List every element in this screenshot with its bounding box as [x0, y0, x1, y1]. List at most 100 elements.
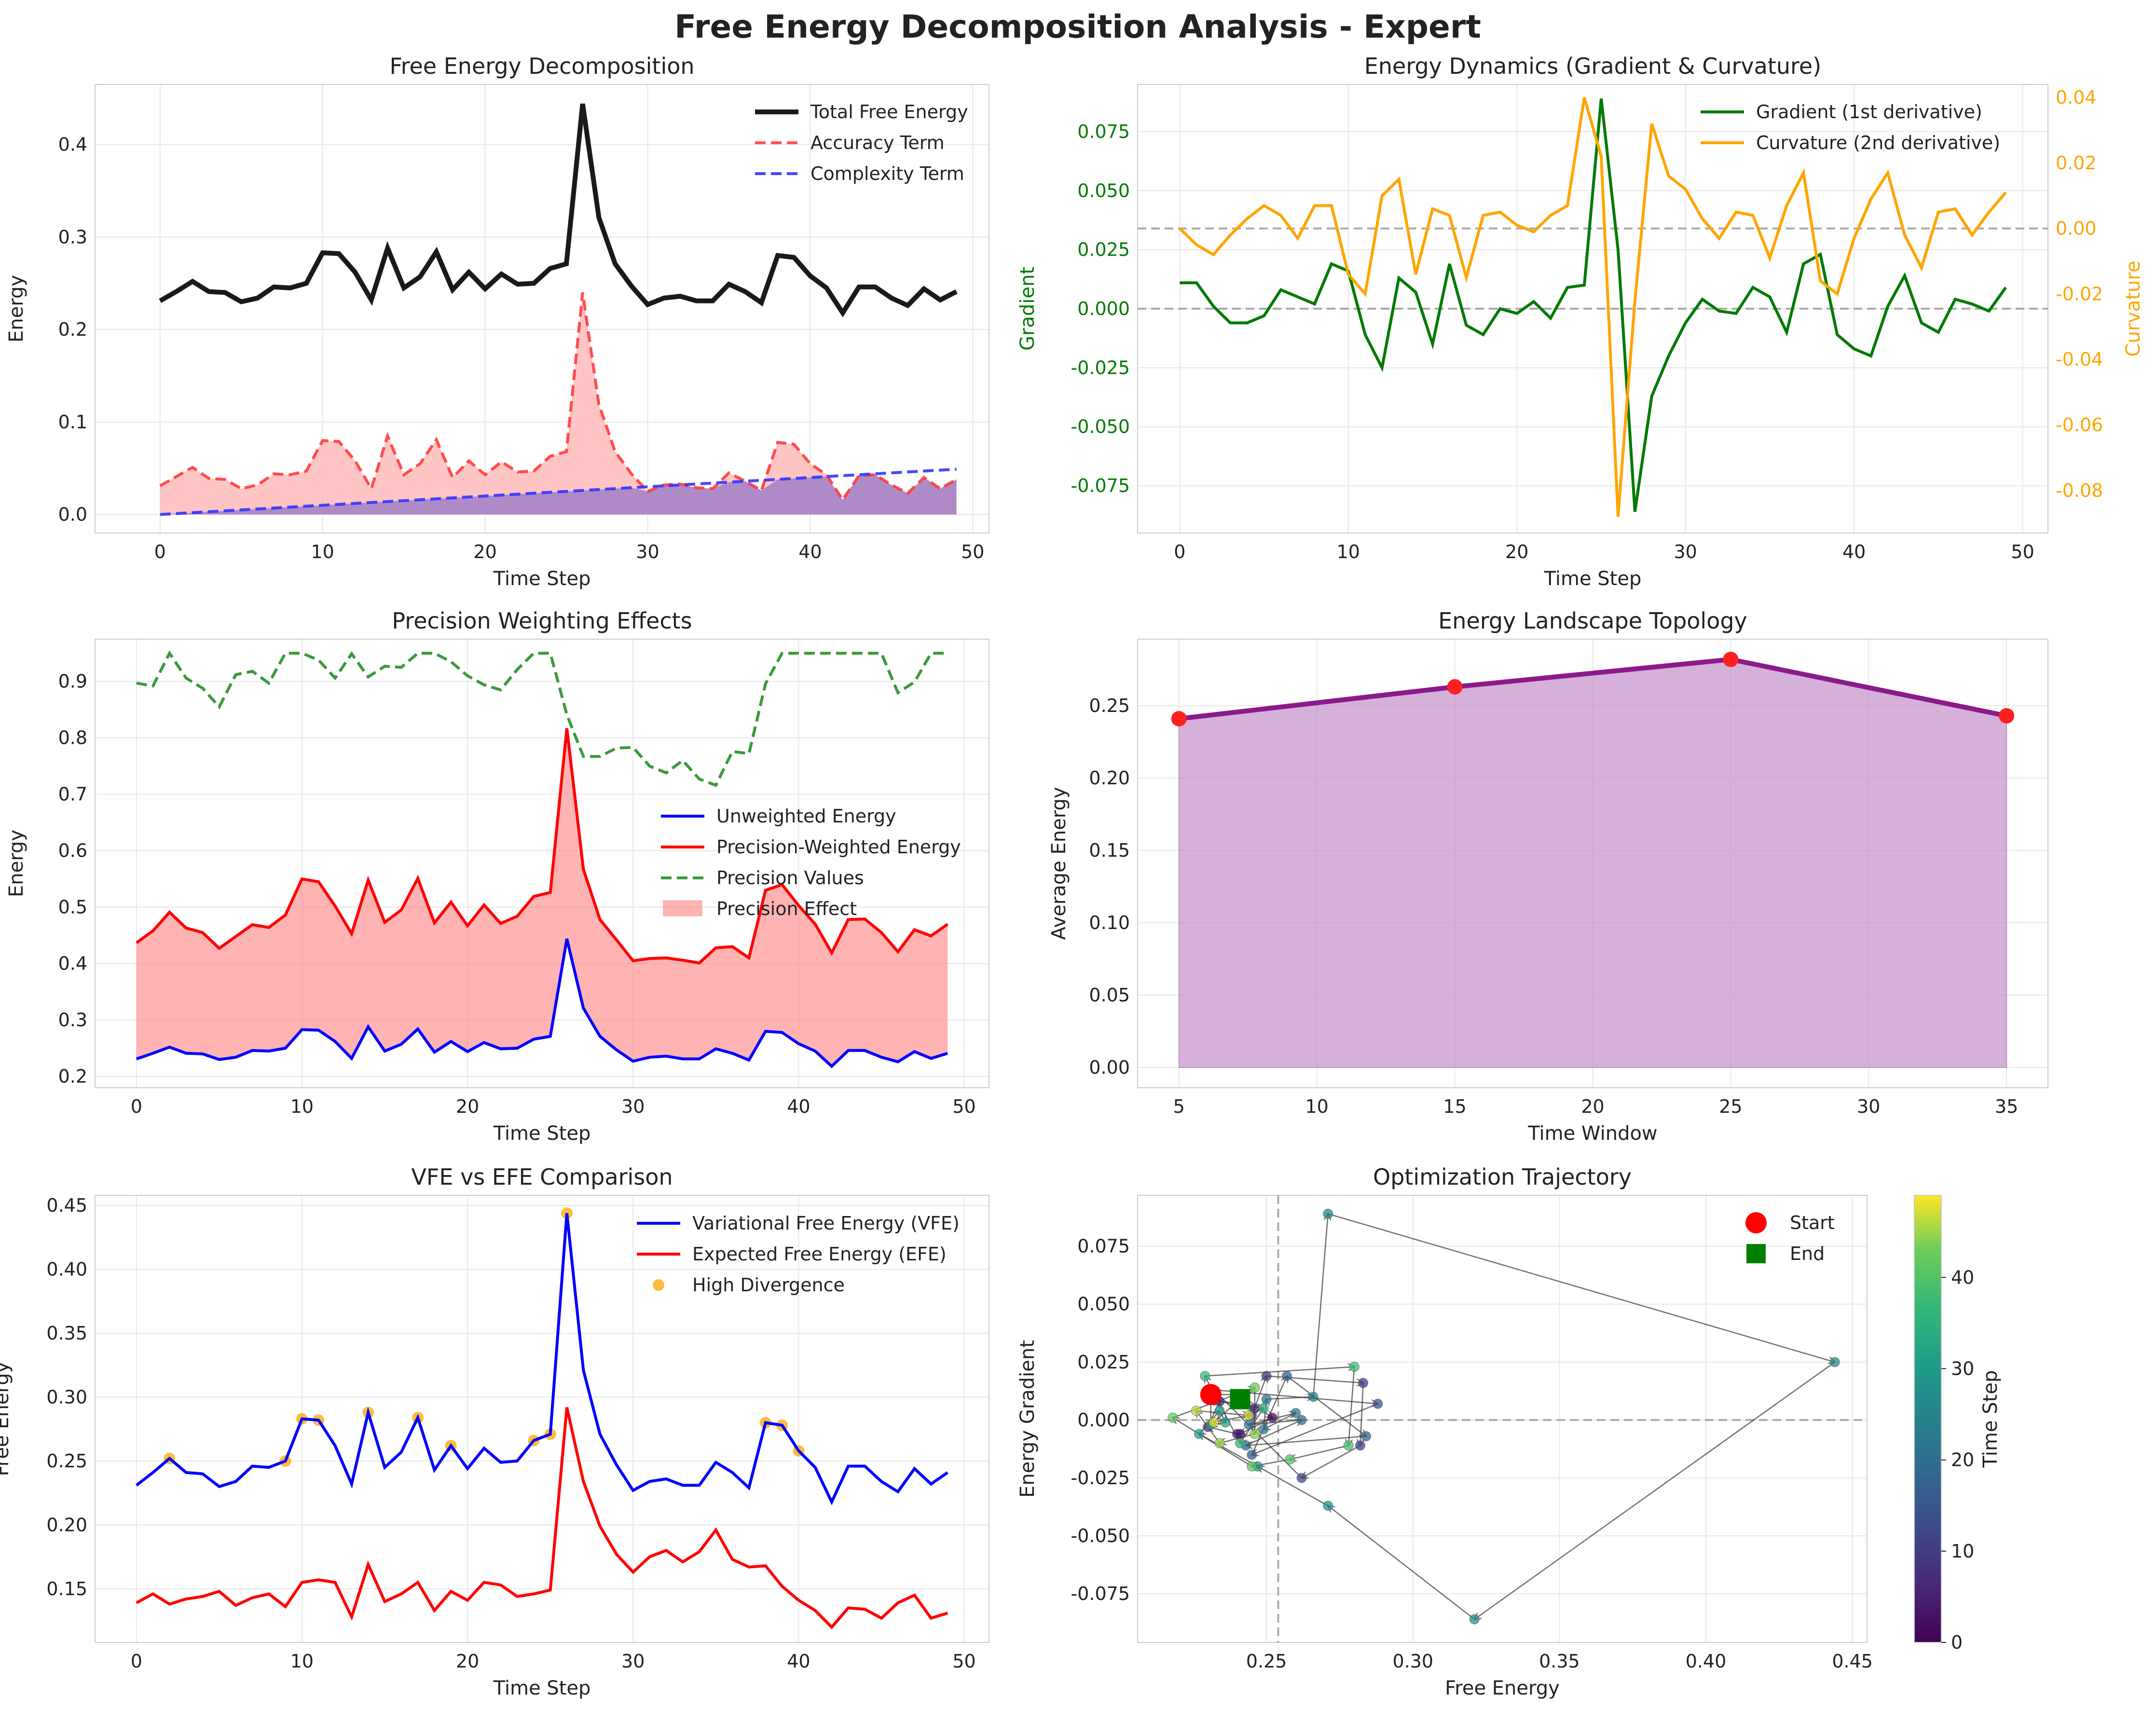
- trajectory-point: [1267, 1412, 1277, 1423]
- y-tick-label: 0.7: [58, 784, 87, 805]
- trajectory-point: [1296, 1415, 1307, 1425]
- x-tick-label: 40: [1842, 541, 1866, 562]
- trajectory-point: [1469, 1614, 1480, 1625]
- y-tick-label: 0.000: [1077, 1409, 1130, 1431]
- y-tick-label: 0.15: [1089, 840, 1130, 861]
- trajectory-arrow: [1290, 1445, 1349, 1460]
- start-marker: [1200, 1384, 1222, 1406]
- accuracy-term-line: [159, 292, 958, 503]
- y-tick-label: 0.4: [58, 134, 87, 155]
- x-tick-label: 15: [1443, 1096, 1466, 1117]
- legend-label: Start: [1790, 1212, 1835, 1233]
- y-tick-label: 0.6: [58, 840, 87, 861]
- y-tick-label: 0.40: [46, 1259, 87, 1280]
- legend-entry: End: [1746, 1243, 1825, 1264]
- y-right-tick-label: 0.00: [2056, 218, 2097, 239]
- complexity-term-line: [160, 467, 957, 516]
- trajectory-point: [1829, 1357, 1840, 1367]
- x-tick-label: 10: [290, 1651, 314, 1672]
- y-tick-label: 0.20: [46, 1514, 87, 1535]
- trajectory-point: [1200, 1371, 1210, 1381]
- trajectory-arrow: [1263, 1412, 1296, 1429]
- x-tick-label: 50: [961, 541, 984, 562]
- trajectory-point: [1214, 1406, 1225, 1416]
- legend: Start End: [1745, 1212, 1835, 1264]
- legend-entry: Start: [1745, 1212, 1835, 1233]
- trajectory-arrow: [1252, 1403, 1378, 1455]
- trajectory-point: [1343, 1440, 1354, 1451]
- colorbar-tick-label: 20: [1951, 1449, 1974, 1471]
- trajectory-point: [1261, 1371, 1272, 1381]
- unweighted-energy-line: [136, 938, 948, 1068]
- x-tick-label: 30: [636, 541, 659, 562]
- panel-title: Precision Weighting Effects: [392, 608, 692, 634]
- trajectory-point: [1308, 1392, 1318, 1402]
- x-tick-label: 40: [787, 1096, 810, 1117]
- legend-label: Unweighted Energy: [716, 806, 896, 827]
- grid: [95, 1195, 989, 1642]
- end-marker: [1230, 1389, 1250, 1409]
- trajectory-point: [1296, 1473, 1307, 1483]
- y-tick-label: 0.0: [58, 504, 87, 525]
- precision-effect-fill: [136, 728, 948, 1066]
- trajectory-arrow: [1214, 1415, 1249, 1422]
- y-right-tick-label: 0.04: [2056, 87, 2097, 108]
- legend-entry: Accuracy Term: [755, 132, 945, 153]
- y-tick-label: 0.10: [1089, 912, 1130, 933]
- trajectory-point: [1323, 1501, 1333, 1511]
- x-tick-label: 0: [131, 1096, 142, 1117]
- legend-label: Total Free Energy: [810, 101, 968, 123]
- trajectory-arrow: [1474, 1361, 1835, 1619]
- x-tick-label: 10: [311, 541, 334, 562]
- x-tick-label: 30: [621, 1096, 645, 1117]
- x-tick-label: 30: [1674, 541, 1697, 562]
- precision-weighted-energy-line: [136, 728, 948, 965]
- y-tick-label: 0.4: [58, 953, 87, 974]
- y-tick-label: 0.20: [1089, 767, 1130, 789]
- trajectory-point: [1282, 1371, 1292, 1381]
- y-tick-label: -0.075: [1071, 1583, 1130, 1604]
- colorbar-label: Time Step: [1979, 1370, 2002, 1468]
- y-tick-label: 0.050: [1077, 180, 1130, 201]
- x-tick-label: 25: [1719, 1096, 1742, 1117]
- trajectory-point: [1214, 1438, 1225, 1449]
- legend-swatch: [1745, 1212, 1767, 1233]
- trajectory-point: [1191, 1406, 1201, 1416]
- y-tick-label: 0.8: [58, 727, 87, 749]
- y-axis-label: Energy: [5, 275, 27, 342]
- panel-optimization-trajectory: 0.25 0.30 0.35 0.40 0.45 -0.075 -0.050 -0.025 0.…: [1016, 1164, 2002, 1699]
- legend-entry: Gradient (1st derivative): [1701, 101, 1982, 123]
- y-right-tick-label: -0.06: [2056, 414, 2103, 436]
- y-axis-label: Average Energy: [1048, 787, 1070, 940]
- y-right-tick-label: 0.02: [2056, 152, 2097, 174]
- trajectory-arrow: [1205, 1367, 1355, 1377]
- panel-free-energy-decomposition: 0 10 20 30 40 50 0.0 0.1 0.2 0.3 0.4 Free Energy De…: [5, 53, 989, 590]
- trajectory-point: [1361, 1431, 1372, 1442]
- y-tick-label: 0.2: [58, 1066, 87, 1087]
- y-tick-label: 0.075: [1077, 121, 1130, 142]
- y-axis-label: Gradient: [1016, 267, 1039, 351]
- y-tick-label: 0.050: [1077, 1294, 1130, 1315]
- x-tick-label: 20: [1505, 541, 1528, 562]
- legend-label: Complexity Term: [810, 163, 964, 184]
- legend-entry: Complexity Term: [755, 163, 964, 184]
- x-axis-label: Time Window: [1527, 1122, 1657, 1145]
- trajectory-arrow: [1266, 1397, 1313, 1399]
- legend-swatch: [1746, 1244, 1766, 1263]
- y-tick-label: 0.35: [46, 1323, 87, 1344]
- trajectory-point: [1258, 1403, 1269, 1414]
- x-tick-label: 10: [1305, 1096, 1329, 1117]
- legend-label: Expected Free Energy (EFE): [692, 1244, 947, 1265]
- landscape-line: [1179, 656, 2007, 721]
- trajectory-point: [1258, 1424, 1269, 1435]
- landscape-point: [1447, 679, 1463, 695]
- x-tick-label: 50: [952, 1096, 975, 1117]
- gradient-line: [1180, 98, 2007, 512]
- legend-entry: Total Free Energy: [755, 101, 968, 123]
- trajectory-arrow: [1249, 1419, 1302, 1425]
- y-tick-label: 0.25: [46, 1450, 87, 1472]
- y-right-tick-label: -0.04: [2056, 349, 2103, 370]
- x-tick-label: 5: [1173, 1096, 1185, 1117]
- panel-energy-dynamics: 0 10 20 30 40 50 -0.075 -0.050 -0.025 0.000 0.025 0…: [1016, 53, 2144, 590]
- y-tick-label: -0.025: [1071, 357, 1130, 378]
